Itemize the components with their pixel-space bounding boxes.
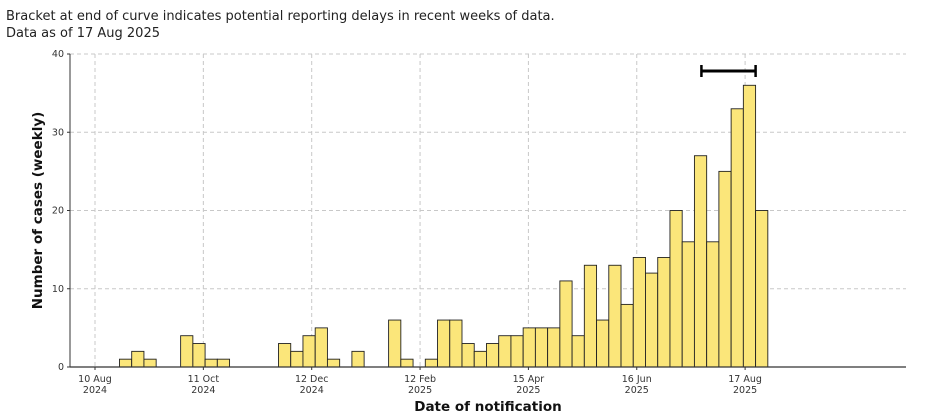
bar [706,241,720,368]
y-tick-label: 40 [52,49,64,60]
x-tick-label: 12 Dec [295,374,329,385]
y-tick-label: 30 [52,127,64,138]
bar [461,343,475,368]
bar [449,319,463,368]
bar [645,272,659,368]
bar [131,350,145,368]
delay-bracket [700,65,757,77]
x-tick-label: 12 Feb [404,374,436,385]
x-tick-year-label: 2025 [516,385,540,396]
bar [486,343,500,368]
bar [547,327,561,368]
bar [571,335,585,368]
bar [608,264,622,368]
bar [302,335,316,368]
x-tick-year-label: 2024 [83,385,107,396]
bar [278,343,292,368]
bar [204,358,218,368]
y-tick-label: 0 [58,362,64,373]
bar [424,358,438,368]
x-tick-year-label: 2025 [408,385,432,396]
y-axis-title: Number of cases (weekly) [30,112,46,310]
bar [119,358,133,368]
x-tick-year-label: 2024 [191,385,215,396]
bar [730,108,744,368]
bar [192,343,206,368]
x-tick-label: 11 Oct [188,374,220,385]
bar [657,257,671,368]
bar [632,257,646,368]
x-tick-year-label: 2024 [300,385,324,396]
x-tick-label: 15 Apr [513,374,545,385]
bar [388,319,402,368]
bar [180,335,194,368]
bar [473,350,487,368]
bar [755,210,769,368]
grid-layer [70,53,906,367]
bar [742,84,757,368]
bar [351,350,365,368]
x-tick-label: 17 Aug [728,374,762,385]
bar [534,327,549,368]
x-tick-label: 10 Aug [78,374,112,385]
bars-layer [119,84,769,368]
chart-note-delay: Bracket at end of curve indicates potent… [6,9,555,24]
bar [559,280,573,368]
bar [522,327,536,368]
chart-note-data-date: Data as of 17 Aug 2025 [6,26,160,41]
bar [669,210,683,368]
bar [437,319,451,368]
bar [596,319,610,368]
bar [216,358,231,368]
bar [510,335,524,368]
bar [326,358,341,368]
x-axis-title: Date of notification [414,399,562,415]
bar [290,350,304,368]
bar [718,170,732,368]
y-tick-label: 10 [52,284,64,295]
y-tick-label: 20 [52,206,64,217]
bar [583,264,598,368]
bar [314,327,328,368]
bar [498,335,512,368]
bar [143,358,157,368]
x-tick-year-label: 2025 [733,385,757,396]
bar [693,155,708,368]
bar [400,358,414,368]
bar [681,241,695,368]
bar [620,303,634,368]
x-tick-label: 16 Jun [622,374,652,385]
x-tick-year-label: 2025 [625,385,649,396]
